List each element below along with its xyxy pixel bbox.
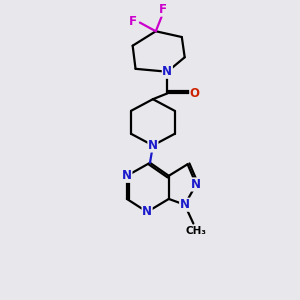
Text: N: N — [191, 178, 201, 191]
Text: N: N — [142, 206, 152, 218]
Text: F: F — [159, 3, 167, 16]
Text: CH₃: CH₃ — [185, 226, 206, 236]
Text: N: N — [122, 169, 132, 182]
Text: N: N — [180, 198, 190, 211]
Text: N: N — [148, 139, 158, 152]
Text: O: O — [190, 87, 200, 100]
Text: F: F — [129, 15, 137, 28]
Text: N: N — [162, 65, 172, 78]
